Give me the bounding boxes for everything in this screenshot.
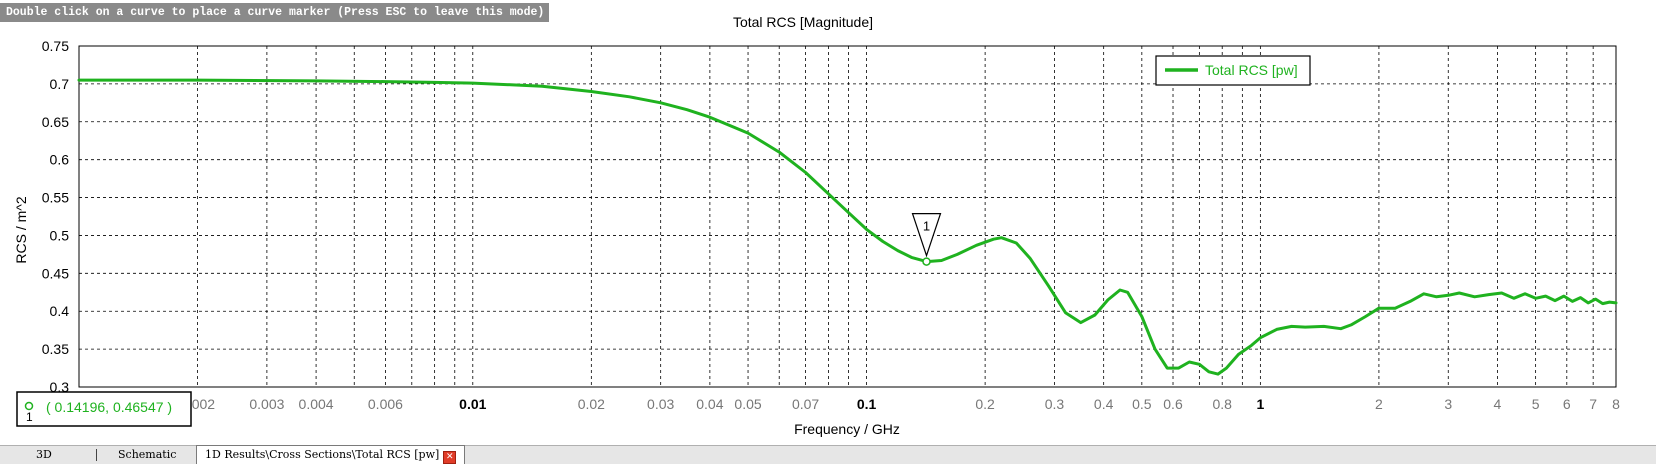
x-tick-label: 0.01 [459, 396, 486, 412]
x-tick-label: 0.03 [647, 396, 674, 412]
x-tick-label: 1 [1256, 396, 1264, 412]
x-tick-label: 0.4 [1094, 396, 1114, 412]
legend-label: Total RCS [pw] [1205, 62, 1298, 78]
mode-hint-banner: Double click on a curve to place a curve… [0, 3, 550, 22]
tab-label: Schematic [118, 448, 177, 461]
tab-1d-results-total-rcs[interactable]: 1D Results\Cross Sections\Total RCS [pw]… [196, 445, 466, 464]
x-tick-label: 0.5 [1132, 396, 1152, 412]
close-icon[interactable]: ✕ [443, 451, 457, 464]
readout-box [16, 391, 192, 427]
tab-3d[interactable]: 3D [28, 446, 60, 463]
marker-flag[interactable] [911, 213, 942, 258]
y-tick-label: 0.7 [50, 76, 70, 92]
tab-label: 1D Results\Cross Sections\Total RCS [pw] [205, 448, 440, 461]
x-tick-label: 0.07 [792, 396, 819, 412]
x-tick-label: 0.6 [1163, 396, 1183, 412]
grid [79, 45, 1617, 388]
y-tick-label: 0.55 [42, 190, 69, 206]
tab-schematic[interactable]: Schematic [110, 446, 184, 463]
plot-frame [78, 45, 1617, 388]
y-tick-label: 0.4 [50, 303, 70, 319]
tab-label: 3D [36, 448, 52, 461]
y-tick-label: 0.35 [42, 341, 69, 357]
chart-title: Total RCS [Magnitude] [733, 14, 873, 30]
y-axis-ticks: 0.3 0.35 0.4 0.45 0.5 0.55 0.6 0.65 0.7 0.75 [42, 38, 69, 395]
x-tick-label: 2 [1375, 396, 1383, 412]
marker-readout[interactable]: 1 ( 0.14196, 0.46547 ) [16, 391, 192, 427]
x-tick-label: 0.02 [578, 396, 605, 412]
x-tick-label: 5 [1532, 396, 1540, 412]
marker-flag-label: 1 [923, 219, 930, 234]
x-axis-ticks: 0.002 0.003 0.004 0.006 0.01 0.02 0.03 0.04 0.05… [180, 396, 1620, 412]
x-tick-label: 0.8 [1212, 396, 1232, 412]
marker-point[interactable] [922, 257, 931, 266]
y-tick-label: 0.6 [50, 152, 70, 168]
series-line-total-rcs[interactable] [77, 78, 1618, 376]
y-axis-label: RCS / m^2 [13, 196, 29, 263]
x-tick-label: 0.003 [249, 396, 284, 412]
y-tick-label: 0.65 [42, 114, 69, 130]
y-tick-label: 0.3 [50, 379, 70, 395]
x-tick-label: 6 [1563, 396, 1571, 412]
x-tick-label: 7 [1589, 396, 1597, 412]
x-tick-label: 8 [1612, 396, 1620, 412]
x-tick-label: 0.2 [975, 396, 995, 412]
x-tick-label: 0.006 [368, 396, 403, 412]
x-axis-label: Frequency / GHz [794, 421, 900, 437]
readout-marker-index: 1 [26, 410, 33, 424]
y-tick-label: 0.5 [50, 227, 70, 243]
readout-marker-icon [24, 401, 34, 411]
legend[interactable]: Total RCS [pw] [1155, 55, 1311, 86]
y-tick-label: 0.45 [42, 265, 69, 281]
readout-coordinates: ( 0.14196, 0.46547 ) [46, 399, 172, 415]
x-tick-label: 0.3 [1045, 396, 1065, 412]
tab-bar: 3D Schematic 1D Results\Cross Sections\T… [0, 445, 1656, 464]
curve-marker[interactable]: 1 [911, 213, 942, 266]
rcs-chart[interactable]: Total RCS [Magnitude] 0.30.350.40.450.50… [0, 0, 1656, 445]
x-tick-label: 0.004 [299, 396, 334, 412]
y-tick-label: 0.75 [42, 38, 69, 54]
x-tick-label: 0.1 [857, 396, 877, 412]
x-tick-label: 3 [1444, 396, 1452, 412]
x-tick-label: 0.05 [734, 396, 761, 412]
tab-separator [96, 449, 97, 461]
x-tick-label: 0.04 [696, 396, 723, 412]
x-tick-label: 4 [1494, 396, 1502, 412]
